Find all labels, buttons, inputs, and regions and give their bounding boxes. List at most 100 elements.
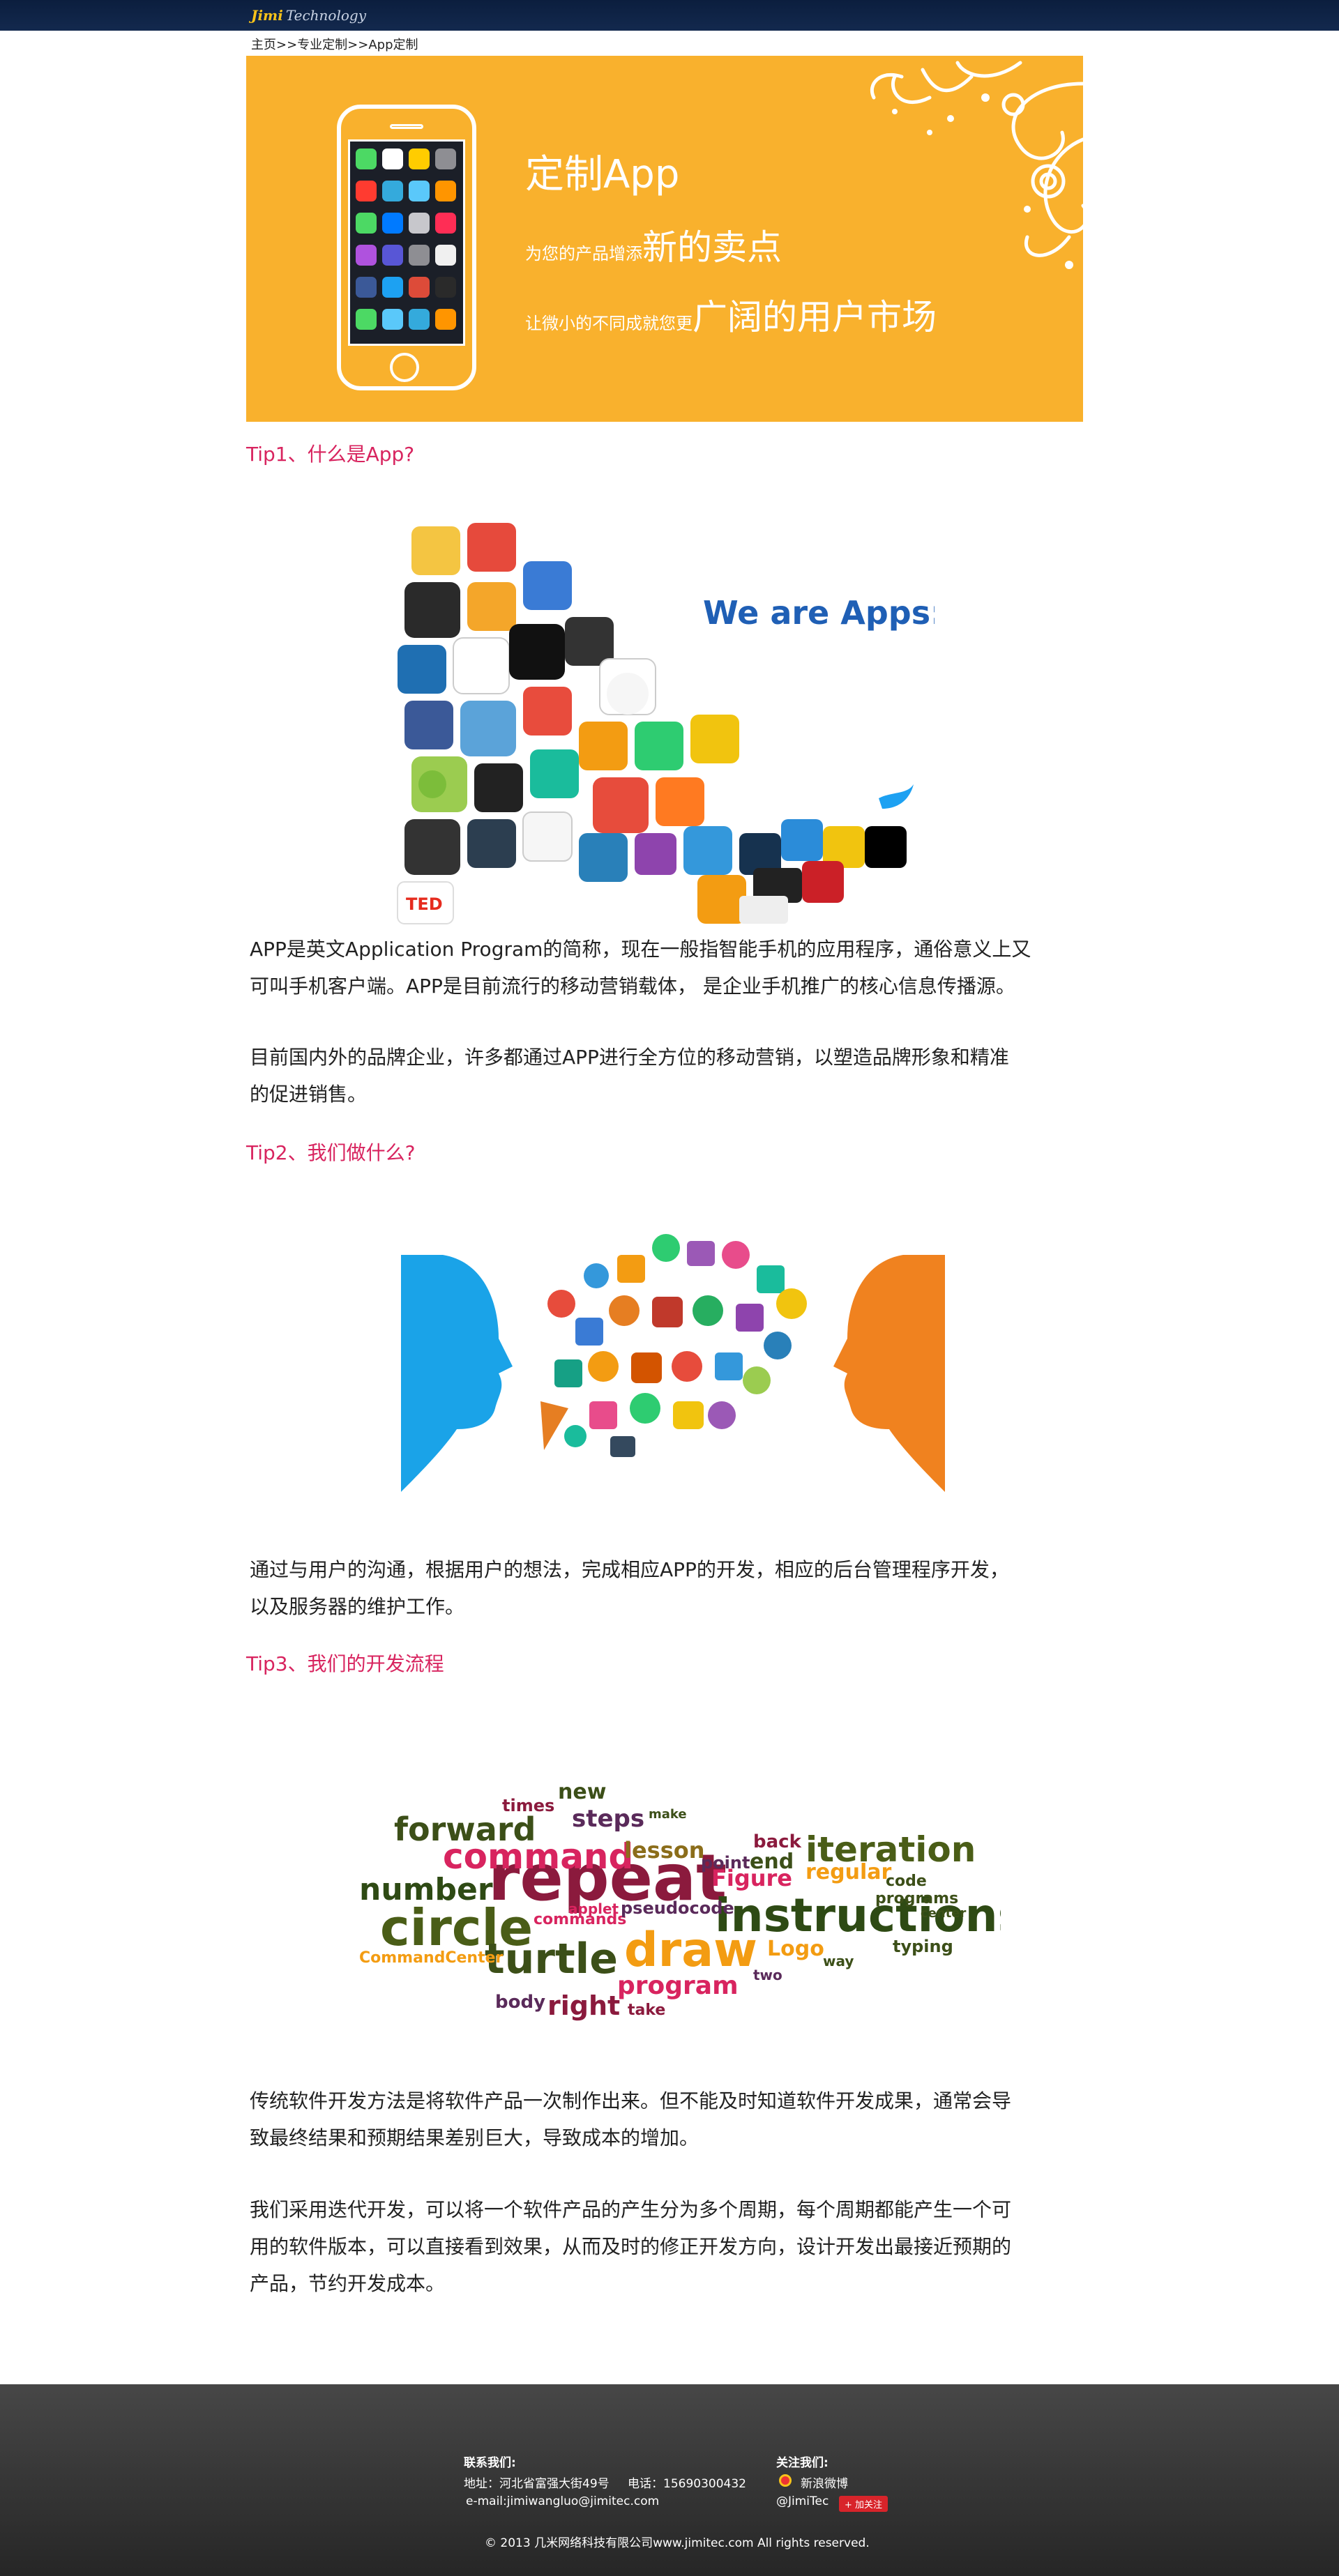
word-cloud-word: center <box>921 1906 967 1921</box>
app-tile-icon <box>409 181 430 201</box>
word-cloud-word: commands <box>534 1911 626 1928</box>
word-cloud-word: turtle <box>485 1935 618 1983</box>
word-cloud-word: forward <box>394 1811 536 1848</box>
footer-follow-label: 关注我们: <box>776 2456 829 2470</box>
word-cloud-word: end <box>750 1850 794 1874</box>
word-cloud-word: program <box>617 1972 739 2000</box>
app-tile-icon <box>435 213 456 234</box>
app-tile-icon <box>409 213 430 234</box>
we-are-apps-caption: We are Apps:) <box>703 594 935 632</box>
word-cloud-word: make <box>649 1807 687 1822</box>
banner-line-2-big: 广阔的用户市场 <box>693 297 937 337</box>
footer: 联系我们: 地址：河北省富强大街49号 电话：15690300432 e-mai… <box>0 2384 1339 2576</box>
word-cloud-word: iteration <box>805 1829 976 1870</box>
app-tile-icon <box>382 148 403 169</box>
tip-1-paragraph-1: APP是英文Application Program的简称，现在一般指智能手机的应… <box>250 931 1080 1005</box>
site-logo[interactable]: Jimi Technology <box>251 7 366 24</box>
breadcrumb-custom[interactable]: 专业定制 <box>297 38 348 52</box>
footer-contact-label: 联系我们: <box>464 2456 516 2470</box>
banner-line-1: 为您的产品增添新的卖点 <box>525 220 782 270</box>
phone-speaker <box>390 124 423 129</box>
word-cloud-word: Logo <box>767 1937 824 1961</box>
phone-home-button <box>390 353 419 382</box>
app-tile-icon <box>356 277 377 298</box>
word-cloud-word: steps <box>572 1805 644 1833</box>
word-cloud-word: body <box>495 1992 545 2013</box>
word-cloud-word: times <box>502 1796 554 1815</box>
word-cloud-word: code <box>886 1873 927 1890</box>
app-tile-icon <box>382 245 403 266</box>
tip-2-paragraph-1: 通过与用户的沟通，根据用户的想法，完成相应APP的开发，相应的后台管理程序开发，… <box>250 1551 1080 1625</box>
word-cloud-word: command <box>443 1836 633 1877</box>
footer-email-link[interactable]: e-mail:jimiwangluo@jimitec.com <box>466 2494 660 2508</box>
breadcrumb-separator: >> <box>347 38 369 52</box>
banner-line-1-big: 新的卖点 <box>642 227 782 268</box>
breadcrumb-current: App定制 <box>368 38 418 52</box>
app-tile-icon <box>435 148 456 169</box>
app-tile-icon <box>382 309 403 330</box>
app-tile-icon <box>435 309 456 330</box>
banner-line-2: 让微小的不同成就您更广阔的用户市场 <box>525 289 937 340</box>
footer-address: 地址：河北省富强大街49号 <box>464 2477 610 2491</box>
phone-illustration <box>337 105 476 390</box>
word-cloud-word: take <box>628 2002 665 2019</box>
banner-line-2-small: 让微小的不同成就您更 <box>525 314 693 333</box>
footer-weibo-link[interactable]: 新浪微博 <box>801 2477 848 2491</box>
breadcrumb-home[interactable]: 主页 <box>251 38 276 52</box>
paragraph-line: 可叫手机客户端。APP是目前流行的移动营销载体， 是企业手机推广的核心信息传播源… <box>250 975 1015 998</box>
svg-text:TED: TED <box>406 894 443 914</box>
tip-2-heading: Tip2、我们做什么? <box>246 1141 416 1164</box>
app-tile-icon <box>435 277 456 298</box>
app-tile-icon <box>356 213 377 234</box>
footer-phone: 电话：15690300432 <box>628 2477 746 2491</box>
word-cloud-word: number <box>359 1872 493 1907</box>
apps-collage-figure: TED We are Apps:) <box>391 519 958 931</box>
breadcrumb-separator: >> <box>276 38 298 52</box>
word-cloud-word: applet <box>568 1900 619 1917</box>
paragraph-line: 产品，节约开发成本。 <box>250 2272 446 2295</box>
app-tile-icon <box>382 181 403 201</box>
weibo-icon[interactable] <box>779 2474 792 2487</box>
paragraph-line: 目前国内外的品牌企业，许多都通过APP进行全方位的移动营销，以塑造品牌形象和精准 <box>250 1046 1009 1069</box>
tip-1-paragraph-2: 目前国内外的品牌企业，许多都通过APP进行全方位的移动营销，以塑造品牌形象和精准… <box>250 1039 1080 1113</box>
word-cloud-word: regular <box>805 1860 892 1884</box>
app-tile-icon <box>382 213 403 234</box>
logo-jimi: Jimi <box>251 7 283 24</box>
word-cloud-figure: repeat instructions circle draw turtle c… <box>345 1764 1025 2032</box>
app-tile-icon <box>356 148 377 169</box>
app-tile-icon <box>382 277 403 298</box>
paragraph-line: 传统软件开发方法是将软件产品一次制作出来。但不能及时知道软件开发成果，通常会导 <box>250 2089 1012 2112</box>
tip-1-heading: Tip1、什么是App? <box>246 443 415 466</box>
app-tile-icon <box>409 309 430 330</box>
top-bar: Jimi Technology <box>0 0 1339 31</box>
word-cloud-word: back <box>753 1831 802 1852</box>
word-cloud-word: circle <box>380 1898 533 1957</box>
follow-button[interactable]: + 加关注 <box>839 2496 888 2512</box>
app-tile-icon <box>356 245 377 266</box>
footer-weibo-account: @JimiTec <box>776 2494 829 2508</box>
floral-swirl-ornament <box>870 61 1083 269</box>
word-cloud-word: draw <box>624 1923 757 1978</box>
paragraph-line: 我们采用迭代开发，可以将一个软件产品的产生分为多个周期，每个周期都能产生一个可 <box>250 2198 1012 2221</box>
word-cloud-word: CommandCenter <box>359 1949 504 1967</box>
tip-3-paragraph-2: 我们采用迭代开发，可以将一个软件产品的产生分为多个周期，每个周期都能产生一个可 … <box>250 2191 1080 2302</box>
word-cloud-graphic: repeat instructions circle draw turtle c… <box>359 1780 1025 2021</box>
breadcrumb: 主页>>专业定制>>App定制 <box>251 35 418 53</box>
paragraph-line: 通过与用户的沟通，根据用户的想法，完成相应APP的开发，相应的后台管理程序开发， <box>250 1558 1009 1581</box>
app-tile-icon <box>356 309 377 330</box>
word-cloud-word: point <box>701 1853 750 1873</box>
communication-figure <box>401 1199 945 1548</box>
app-tile-icon <box>409 245 430 266</box>
app-tile-icon <box>356 181 377 201</box>
word-cloud-word: instructions <box>715 1889 1001 1942</box>
paragraph-line: 以及服务器的维护工作。 <box>250 1595 465 1618</box>
word-cloud-word: way <box>823 1953 854 1969</box>
logo-technology: Technology <box>285 7 366 24</box>
paragraph-line: 致最终结果和预期结果差别巨大，导致成本的增加。 <box>250 2126 699 2149</box>
word-cloud-word: two <box>753 1967 782 1983</box>
word-cloud-word: right <box>547 1990 620 2021</box>
banner-line-1-small: 为您的产品增添 <box>525 244 642 264</box>
tip-3-heading: Tip3、我们的开发流程 <box>246 1652 444 1675</box>
word-cloud-word: repeat <box>488 1840 727 1915</box>
banner-title: 定制App <box>525 152 680 197</box>
